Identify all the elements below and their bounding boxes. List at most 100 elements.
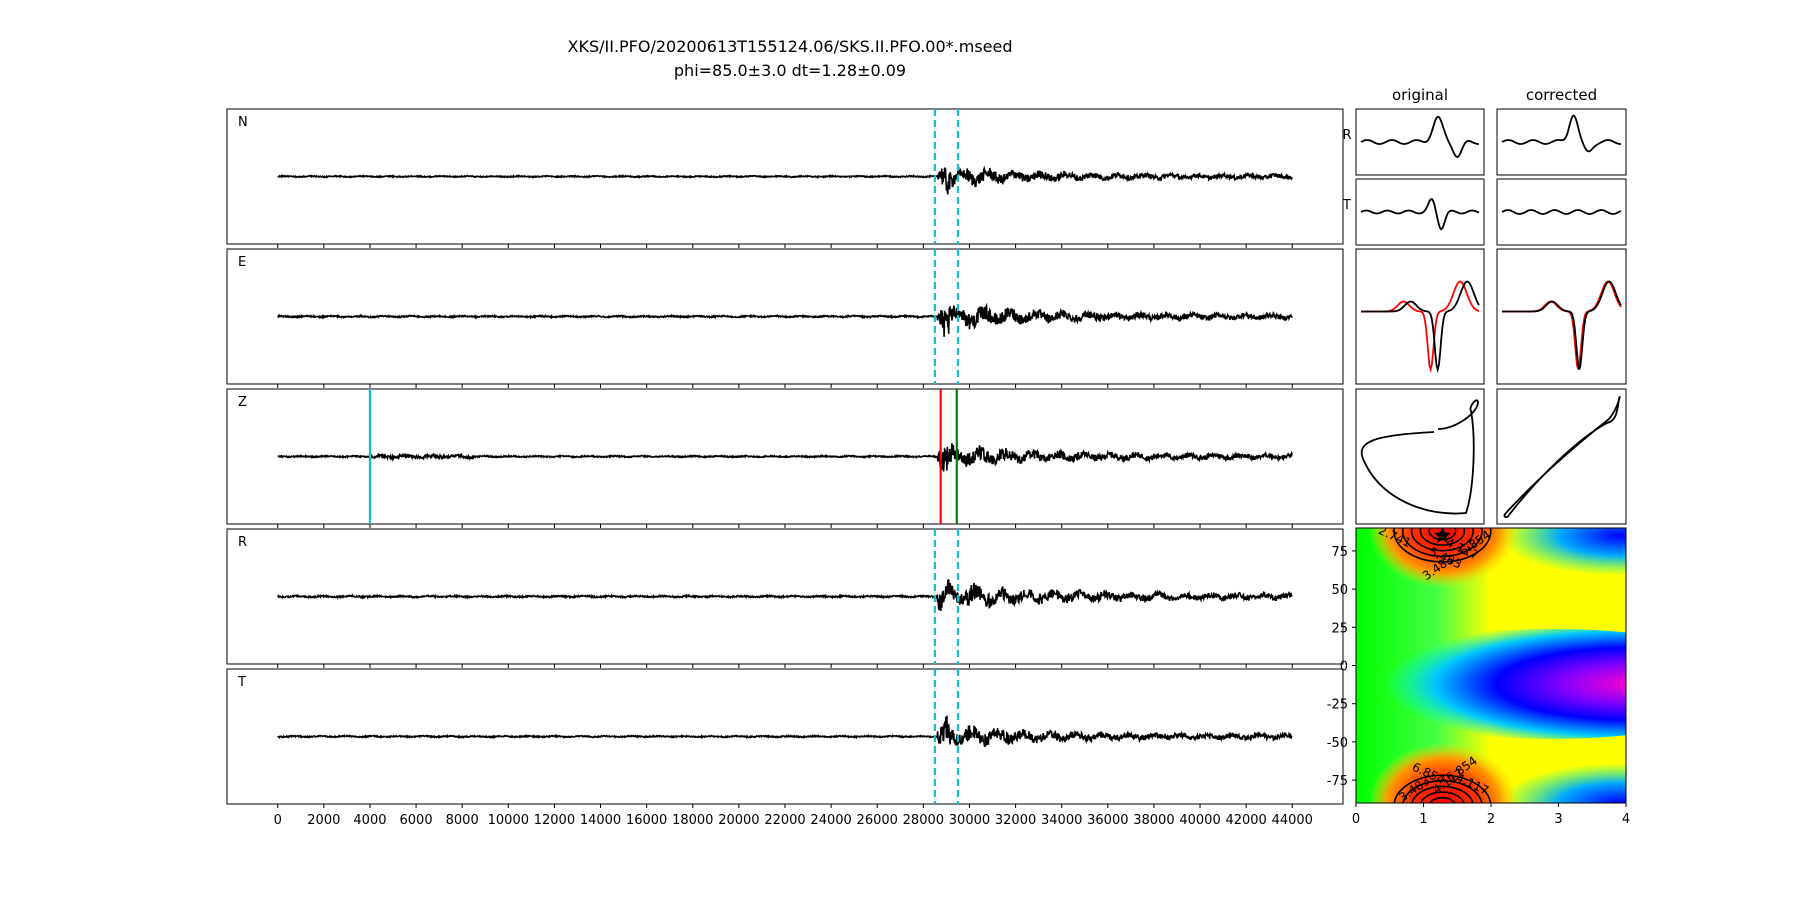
contour-top-3 [1402, 528, 1483, 558]
seismogram-trace [276, 579, 1293, 612]
x-tick-label: 42000 [1225, 813, 1266, 828]
particle-motion-trace [1503, 396, 1621, 519]
seismogram-panel-n: N [226, 108, 1344, 248]
surface-x-tick-label: 2 [1487, 812, 1495, 827]
x-tick-label: 0 [274, 813, 282, 828]
seismogram-trace [277, 165, 1293, 195]
contour-top-4 [1393, 528, 1492, 563]
x-tick-label: 22000 [764, 813, 805, 828]
surface-x-tick-label: 4 [1622, 812, 1630, 827]
surface-y-tick-label: 25 [1331, 621, 1348, 636]
contour-bottom-0 [1429, 796, 1456, 803]
surface-peak-top [1368, 528, 1519, 588]
surface-y-tick-label: 0 [1340, 660, 1348, 675]
pm-panel-corrected-3 [1496, 388, 1627, 525]
contour-bottom-3 [1402, 780, 1483, 803]
figure-subtitle: phi=85.0±3.0 dt=1.28±0.09 [673, 61, 907, 80]
pm-panel-original-3 [1355, 388, 1485, 525]
row-label-t: T [1342, 198, 1351, 213]
panel-frame [1496, 248, 1627, 385]
panel-label: Z [238, 395, 247, 410]
seismogram-trace [277, 302, 1293, 337]
x-tick-label: 12000 [534, 813, 575, 828]
surface-y-tick-label: -50 [1327, 736, 1348, 751]
surface-minimum-band [1356, 628, 1626, 739]
radial-trace [1501, 114, 1621, 153]
panel-label: N [238, 115, 248, 130]
panel-frame [1355, 178, 1485, 246]
x-tick-label: 28000 [903, 813, 944, 828]
panel-frame [1496, 178, 1627, 246]
pm-panel-corrected-1 [1496, 178, 1627, 246]
x-tick-label: 32000 [995, 813, 1036, 828]
seismogram-trace [277, 715, 1293, 748]
x-tick-label: 18000 [672, 813, 713, 828]
figure-title: XKS/II.PFO/20200613T155124.06/SKS.II.PFO… [567, 37, 1013, 56]
contour-bottom-1 [1420, 791, 1465, 803]
x-tick-label: 40000 [1179, 813, 1220, 828]
x-tick-label: 6000 [400, 813, 433, 828]
transverse-trace [1360, 197, 1480, 231]
reference-trace [1361, 280, 1480, 374]
x-tick-label: 34000 [1041, 813, 1082, 828]
surface-x-tick-label: 1 [1419, 812, 1427, 827]
pm-panel-original-0 [1355, 108, 1485, 176]
surface-cold-top [1499, 528, 1626, 576]
radial-trace [1360, 115, 1479, 158]
surface-y-tick-label: 75 [1331, 545, 1348, 560]
x-tick-label: 16000 [626, 813, 667, 828]
pm-panel-original-2 [1355, 248, 1485, 385]
contour-top-1 [1419, 528, 1466, 546]
x-tick-label: 36000 [1087, 813, 1128, 828]
panel-frame [1355, 388, 1485, 525]
particle-motion-panels: original corrected R T [1342, 86, 1627, 525]
surface-x-tick-label: 3 [1554, 812, 1562, 827]
panel-frame [1355, 108, 1485, 176]
surface-y-tick-label: 50 [1331, 583, 1348, 598]
x-tick-label: 4000 [353, 813, 386, 828]
particle-motion-trace [1360, 399, 1479, 515]
seismogram-panel-e: E [226, 248, 1344, 388]
contour-bottom-4 [1393, 774, 1492, 803]
panel-label: R [238, 535, 247, 550]
contour-top-2 [1410, 528, 1474, 552]
reference-trace [1502, 280, 1622, 370]
surface-y-tick-label: -25 [1327, 698, 1348, 713]
shifted-overlay-trace [1361, 280, 1480, 374]
pm-panel-corrected-0 [1496, 108, 1627, 176]
seismogram-panel-t: T [226, 668, 1344, 808]
x-tick-label: 44000 [1272, 813, 1313, 828]
pm-panel-corrected-2 [1496, 248, 1627, 385]
x-tick-label: 20000 [718, 813, 759, 828]
x-tick-label: 24000 [810, 813, 851, 828]
x-tick-label: 10000 [488, 813, 529, 828]
best-fit-star-marker [1433, 528, 1451, 543]
column-title-original: original [1392, 86, 1448, 104]
surface-x-tick-label: 0 [1352, 812, 1360, 827]
surface-y-tick-label: -75 [1327, 774, 1348, 789]
panel-label: E [238, 255, 246, 270]
x-tick-label: 8000 [446, 813, 479, 828]
x-tick-label: 38000 [1133, 813, 1174, 828]
panel-label: T [237, 675, 246, 690]
error-surface-image: 3.4835.4836.8544.1174.1176.8546.8544.117… [1356, 528, 1626, 803]
seismogram-x-axis: 0 2000 4000 6000 8000 10000 12000 14000 16000 180… [274, 813, 1313, 828]
transverse-trace [1501, 209, 1622, 215]
error-surface-panel: 3.4835.4836.8544.1174.1176.8546.8544.117… [1327, 527, 1630, 827]
contour-bottom-2 [1411, 785, 1474, 803]
surface-cold-bottom [1499, 763, 1626, 803]
seismogram-panel-z: Z [226, 388, 1344, 528]
x-tick-label: 30000 [949, 813, 990, 828]
seismogram-trace [277, 443, 1293, 472]
row-label-r: R [1342, 128, 1351, 143]
x-tick-label: 2000 [307, 813, 340, 828]
column-title-corrected: corrected [1526, 86, 1597, 104]
panel-frame [1496, 388, 1627, 525]
pm-panel-original-1 [1355, 178, 1485, 246]
panel-frame [1355, 248, 1485, 385]
shifted-overlay-trace [1502, 280, 1622, 370]
seismogram-panel-r: R [226, 528, 1344, 668]
x-tick-label: 14000 [580, 813, 621, 828]
seismogram-panels: N E Z R T 0 2000 4000 6000 8000 10000 12000 14000 160… [226, 108, 1344, 828]
